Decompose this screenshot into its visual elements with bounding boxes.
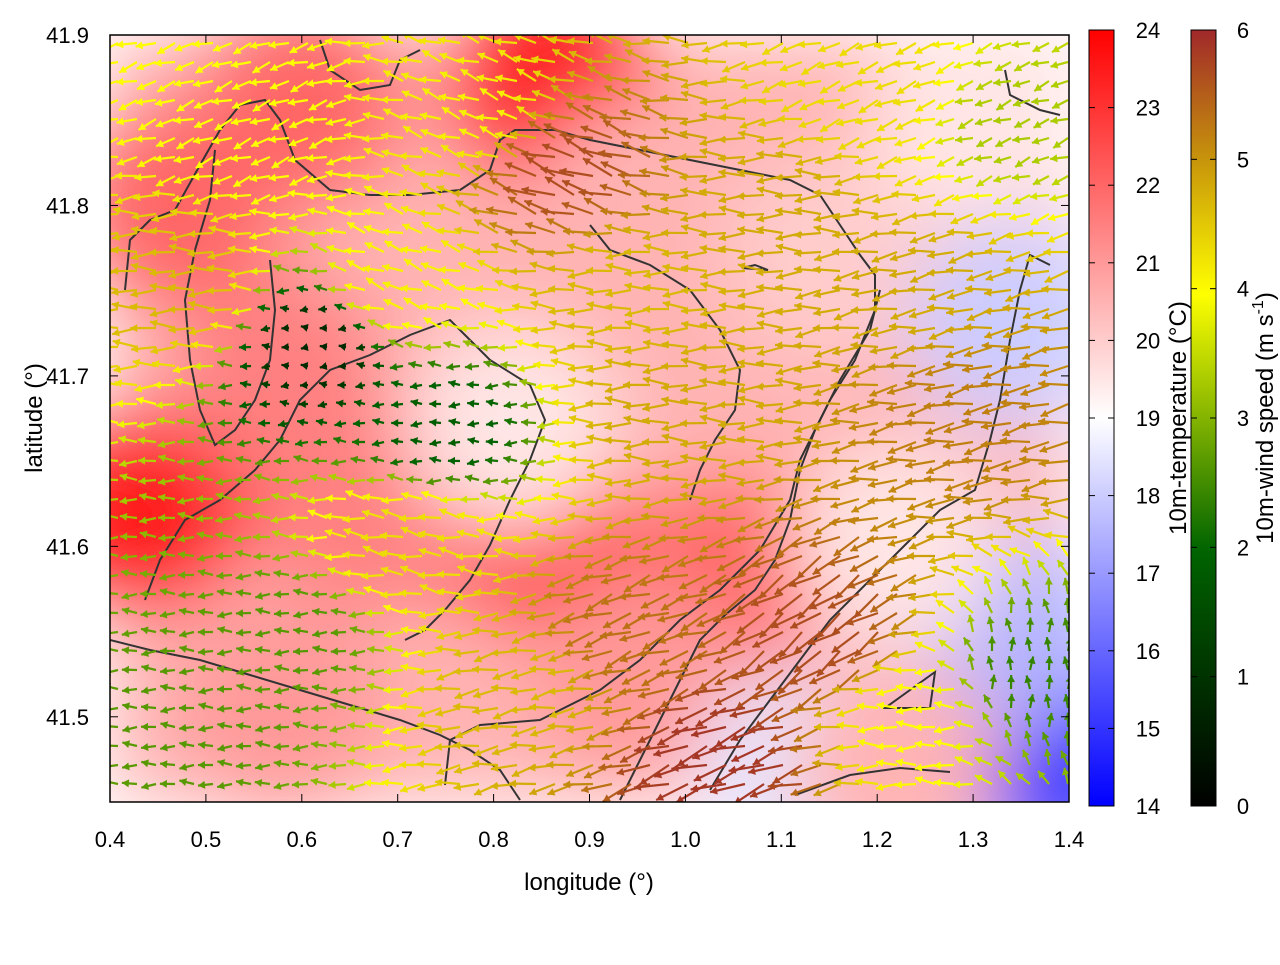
wind-arrowhead [99, 46, 107, 53]
x-tick-label: 1.2 [862, 827, 893, 852]
x-tick-label: 0.9 [574, 827, 605, 852]
wind-vector [96, 156, 118, 157]
wind-arrowhead [99, 440, 107, 448]
colorbar-tick-label: 15 [1136, 716, 1160, 741]
wind-arrowhead [100, 476, 107, 484]
wind-arrowhead [101, 535, 109, 543]
colorbar-tick-label: 19 [1136, 406, 1160, 431]
x-tick-label: 1.4 [1054, 827, 1085, 852]
colorbar-tick-label: 21 [1136, 251, 1160, 276]
wind-vector [100, 479, 118, 480]
wind-colorbar-label-main: 10m-wind speed (m s [1252, 314, 1279, 543]
wind-arrowhead [94, 364, 101, 372]
colorbar-tick-label: 3 [1237, 406, 1249, 431]
wind-arrowhead [99, 456, 106, 464]
x-tick-label: 0.8 [478, 827, 509, 852]
y-tick-label: 41.6 [46, 534, 89, 559]
wind-arrowhead [97, 177, 105, 185]
wind-arrowhead [95, 191, 102, 199]
x-tick-label: 0.6 [287, 827, 318, 852]
wind-arrowhead [99, 102, 107, 109]
x-tick-label: 1.0 [670, 827, 701, 852]
x-tick-label: 1.1 [766, 827, 797, 852]
colorbar-tick-label: 6 [1237, 18, 1249, 43]
colorbar-tick-label: 20 [1136, 328, 1160, 353]
temperature-colorbar-label: 10m-temperature (°C) [1165, 301, 1192, 535]
wind-arrowhead [98, 81, 106, 89]
wind-arrowhead [103, 742, 110, 750]
temperature-cell [178, 612, 388, 822]
wind-arrowhead [100, 496, 107, 504]
colorbar-tick-label: 17 [1136, 561, 1160, 586]
colorbar-tick-label: 24 [1136, 18, 1160, 43]
colorbar-tick-label: 16 [1136, 639, 1160, 664]
wind-arrowhead [93, 282, 101, 290]
x-tick-label: 0.7 [382, 827, 413, 852]
wind-arrowhead [93, 231, 100, 239]
x-tick-label: 1.3 [958, 827, 989, 852]
wind-arrowhead [101, 512, 109, 520]
wind-arrowhead [102, 550, 110, 558]
wind-colorbar-label-end: ) [1252, 292, 1279, 300]
wind-arrowhead [103, 722, 110, 730]
wind-arrowhead [93, 343, 100, 351]
x-tick-label: 0.4 [95, 827, 126, 852]
colorbar-tick-label: 22 [1136, 173, 1160, 198]
wind-arrowhead [93, 309, 101, 317]
wind-arrowhead [93, 245, 101, 253]
wind-arrowhead [102, 589, 109, 597]
wind-arrowhead [93, 322, 100, 330]
wind-arrowhead [93, 272, 101, 280]
y-axis-label: latitude (°) [21, 363, 48, 473]
colorbar-tick-label: 14 [1136, 794, 1160, 819]
y-tick-label: 41.7 [46, 364, 89, 389]
y-tick-label: 41.9 [46, 23, 89, 48]
colorbar-tick-label: 1 [1237, 665, 1249, 690]
wind-arrowhead [98, 416, 106, 424]
temperature-cell [906, 220, 1116, 430]
wind-arrowhead [97, 60, 105, 68]
wind-arrowhead [97, 403, 105, 411]
wind-arrowhead [96, 378, 104, 386]
wind-arrowhead [94, 211, 101, 219]
colorbar-tick-label: 5 [1237, 147, 1249, 172]
x-axis-label: longitude (°) [524, 869, 654, 896]
colorbar-tick-label: 4 [1237, 277, 1249, 302]
x-tick-label: 0.5 [191, 827, 222, 852]
wind-vector [94, 214, 118, 215]
wind-arrowhead [102, 573, 110, 581]
colorbar-tick-label: 18 [1136, 484, 1160, 509]
y-tick-label: 41.8 [46, 193, 89, 218]
colorbar-tick-label: 2 [1237, 535, 1249, 560]
wind-colorbar-label-sup: -1 [1250, 300, 1267, 314]
wind-arrowhead [99, 141, 107, 148]
wind-arrowhead [96, 153, 103, 161]
wind-arrowhead [102, 609, 109, 617]
wind-arrowhead [103, 629, 110, 637]
wind-arrowhead [97, 116, 104, 124]
y-tick-label: 41.5 [46, 705, 89, 730]
wind-colorbar-label: 10m-wind speed (m s-1) [1250, 292, 1279, 544]
colorbar-tick-label: 23 [1136, 96, 1160, 121]
colorbar-tick-label: 0 [1237, 794, 1249, 819]
